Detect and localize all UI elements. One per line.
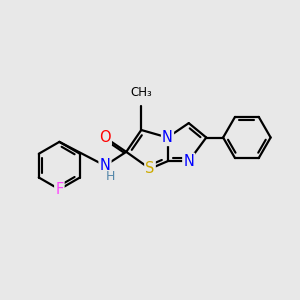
Text: F: F (55, 182, 64, 197)
Text: H: H (105, 170, 115, 183)
Text: N: N (100, 158, 110, 173)
Text: CH₃: CH₃ (130, 86, 152, 99)
Text: S: S (145, 161, 155, 176)
Text: O: O (99, 130, 111, 145)
Text: N: N (183, 154, 194, 169)
Text: N: N (162, 130, 173, 145)
